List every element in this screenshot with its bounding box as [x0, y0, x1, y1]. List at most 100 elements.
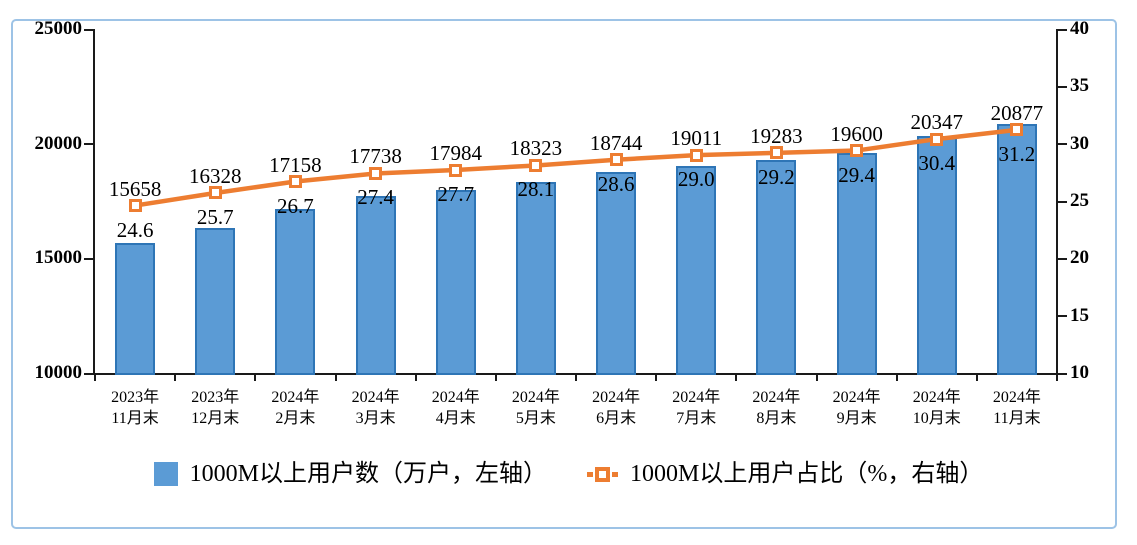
line-marker: [529, 158, 543, 172]
bar-data-point: [836, 152, 877, 375]
line-series-label: 1000M以上用户占比（%，右轴）: [630, 461, 984, 487]
x-axis-tick: [575, 375, 577, 381]
left-axis-tick-label: 15000: [34, 247, 83, 269]
bar-data-point: [916, 135, 957, 375]
left-axis-tick: [84, 28, 94, 31]
line-value-label: 29.0: [677, 167, 715, 192]
bar-value-label: 18323: [509, 136, 563, 161]
bar-data-point: [756, 160, 797, 375]
right-axis-tick: [1057, 372, 1067, 375]
left-axis-tick-label: 25000: [34, 18, 83, 39]
right-axis-tick-label: 25: [1070, 190, 1089, 211]
line-value-label: 28.1: [517, 177, 555, 202]
line-dash-icon: [587, 471, 593, 477]
x-axis-category-label: 2024年 8月末: [752, 389, 801, 427]
x-axis-category-label: 2024年 2月末: [271, 389, 320, 427]
line-value-label: 24.6: [116, 217, 154, 242]
right-axis-tick-label: 35: [1070, 75, 1089, 97]
x-axis-category-label: 2024年 11月末: [992, 389, 1041, 427]
x-axis-category-label: 2023年 12月末: [191, 389, 240, 427]
x-axis-tick: [1056, 375, 1058, 381]
x-axis-category-label: 2024年 4月末: [431, 389, 480, 427]
bar-data-point: [435, 189, 476, 375]
left-axis-line: [93, 29, 95, 375]
line-marker: [930, 132, 944, 146]
line-value-label: 26.7: [277, 193, 314, 218]
bar-series-swatch-icon: [153, 462, 178, 486]
bar-series-label: 1000M以上用户数（万户，左轴）: [189, 461, 547, 487]
x-axis-category-label: 2023年 11月末: [111, 389, 160, 427]
line-value-label: 29.2: [758, 164, 795, 189]
x-axis-tick: [815, 375, 818, 381]
line-marker: [1010, 123, 1024, 137]
right-axis-tick-label: 15: [1070, 304, 1089, 326]
x-axis-tick: [895, 375, 898, 381]
x-axis-line: [93, 373, 1058, 375]
bar-data-point: [676, 166, 717, 375]
left-axis-tick: [84, 372, 94, 375]
x-axis-tick: [174, 375, 177, 381]
right-axis-tick: [1057, 143, 1067, 146]
line-marker: [769, 146, 783, 160]
line-value-label: 29.4: [838, 162, 875, 187]
line-marker: [609, 153, 623, 167]
x-axis-category-label: 2024年 9月末: [832, 389, 881, 427]
line-series-swatch-icon: [587, 466, 618, 482]
bar-value-label: 17158: [269, 152, 322, 177]
line-value-label: 27.7: [437, 182, 475, 207]
line-marker: [128, 199, 142, 213]
right-axis-tick-label: 30: [1070, 132, 1089, 154]
line-marker-icon: [595, 466, 610, 482]
bar-data-point: [115, 243, 156, 375]
bar-data-point: [996, 123, 1037, 375]
left-axis-tick-label: 10000: [34, 362, 83, 383]
bar-value-label: 16328: [189, 163, 242, 188]
bar-data-point: [515, 182, 556, 375]
line-marker: [449, 163, 463, 177]
right-axis-tick: [1057, 28, 1067, 31]
x-axis-tick: [735, 375, 738, 381]
line-marker: [689, 148, 703, 162]
line-marker: [208, 186, 222, 200]
legend-item-bar-series: 1000M以上用户数（万户，左轴）: [153, 459, 547, 489]
bar-value-label: 20347: [910, 110, 964, 135]
line-value-label: 27.4: [357, 185, 394, 210]
line-value-label: 30.4: [918, 151, 956, 176]
legend-item-line-series: 1000M以上用户占比（%，右轴）: [587, 459, 983, 489]
legend: 1000M以上用户数（万户，左轴） 1000M以上用户占比（%，右轴）: [0, 457, 1137, 491]
right-axis-tick: [1057, 257, 1067, 260]
bar-value-label: 17738: [349, 144, 402, 169]
right-axis-tick: [1057, 200, 1067, 203]
bar-value-label: 15658: [108, 176, 162, 201]
line-marker: [288, 175, 302, 188]
right-axis-tick: [1057, 315, 1067, 318]
bar-data-point: [195, 227, 236, 375]
bar-value-label: 19283: [750, 123, 803, 148]
x-axis-category-label: 2024年 5月末: [511, 389, 560, 427]
x-axis-category-label: 2024年 3月末: [351, 389, 400, 427]
line-marker: [850, 144, 864, 158]
line-dash-icon: [612, 471, 618, 477]
left-axis-tick: [84, 143, 94, 146]
right-axis-tick-label: 40: [1070, 18, 1089, 39]
x-axis-category-label: 2024年 6月末: [592, 389, 641, 427]
line-value-label: 25.7: [196, 204, 234, 229]
line-value-label: 31.2: [998, 141, 1036, 166]
x-axis-category-label: 2024年 10月末: [912, 389, 961, 427]
bar-data-point: [596, 172, 637, 375]
x-axis-tick: [655, 375, 658, 381]
right-axis-tick: [1057, 85, 1067, 88]
x-axis-category-label: 2024年 7月末: [672, 389, 721, 427]
bar-value-label: 20877: [990, 100, 1044, 125]
left-axis-tick-label: 20000: [34, 132, 83, 154]
x-axis-tick: [334, 375, 337, 381]
line-marker: [369, 166, 383, 180]
bar-value-label: 18744: [589, 130, 643, 155]
left-axis-tick: [84, 257, 94, 260]
x-axis-tick: [975, 375, 978, 381]
x-axis-tick: [414, 375, 417, 381]
bar-value-label: 19600: [830, 121, 883, 146]
right-axis-tick-label: 10: [1070, 362, 1089, 383]
